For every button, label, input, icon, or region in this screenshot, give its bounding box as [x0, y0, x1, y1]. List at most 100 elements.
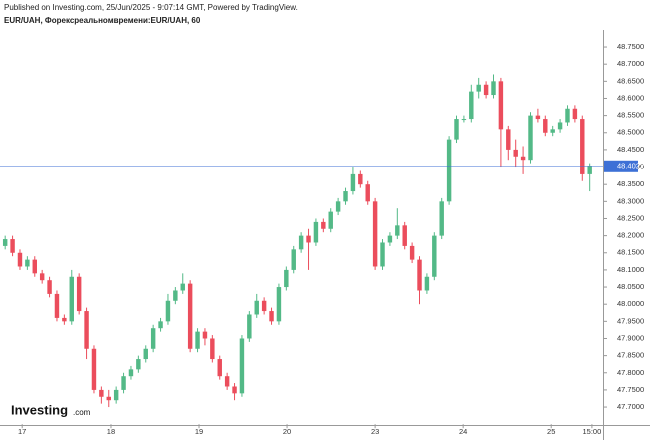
candle-body — [446, 139, 452, 202]
candle-body — [543, 119, 548, 133]
candle-body — [580, 119, 585, 174]
y-tick-label: 48.3000 — [617, 196, 644, 205]
candle-body — [520, 156, 526, 161]
x-tick-label: 18 — [107, 427, 115, 436]
candle-body — [372, 201, 378, 267]
y-tick-label: 48.3500 — [617, 179, 644, 188]
candle-body — [17, 252, 23, 267]
candle-body — [180, 283, 185, 291]
candle-body — [343, 191, 348, 202]
candle-body — [202, 331, 208, 339]
y-tick-label: 48.5000 — [617, 128, 644, 137]
published-note: Published on Investing.com, 25/Jun/2025 … — [4, 3, 298, 12]
candle-body — [550, 129, 555, 133]
candle-body — [513, 149, 518, 157]
y-tick-label: 48.2500 — [617, 213, 644, 222]
candle-body — [195, 331, 200, 349]
candle-body — [76, 276, 82, 312]
candle-body — [284, 269, 289, 288]
candle-body — [158, 321, 163, 329]
y-tick-label: 48.5500 — [617, 111, 644, 120]
y-tick-label: 48.2000 — [617, 231, 644, 240]
candle-body — [350, 173, 356, 192]
y-tick-label: 48.1500 — [617, 248, 644, 257]
candle-body — [62, 317, 67, 322]
candle-body — [47, 280, 52, 294]
x-tick-label: 20 — [283, 427, 291, 436]
candle-body — [106, 396, 111, 401]
y-tick-label: 48.6500 — [617, 76, 644, 85]
candle-body — [506, 129, 511, 150]
candle-body — [32, 259, 37, 274]
candle-body — [121, 376, 126, 390]
candle-body — [69, 276, 74, 322]
candle-body — [380, 242, 385, 267]
last-price-box — [604, 160, 638, 172]
candle-body — [417, 259, 422, 291]
candle-body — [557, 122, 563, 130]
candle-body — [217, 359, 222, 377]
logo-suffix: .com — [73, 408, 91, 417]
candle-body — [306, 235, 311, 243]
candle-body — [483, 84, 489, 96]
candle-body — [187, 283, 193, 349]
candle-body — [328, 211, 333, 229]
candle-body — [387, 235, 393, 243]
x-tick-label: 24 — [459, 427, 467, 436]
candle-body — [402, 225, 407, 246]
y-tick-label: 47.9000 — [617, 333, 644, 342]
candle-body — [254, 300, 259, 315]
y-tick-label: 47.8500 — [617, 351, 644, 360]
candle-body — [298, 235, 304, 250]
candle-body — [409, 245, 415, 260]
logo: Investing — [11, 402, 68, 417]
candle-body — [224, 376, 230, 387]
candle-body — [424, 276, 430, 291]
candle-body — [210, 338, 215, 360]
x-tick-label: 19 — [195, 427, 203, 436]
candle-body — [150, 328, 156, 349]
x-tick-label: 15:00 — [583, 427, 602, 436]
candle-body — [454, 119, 459, 140]
candle-body — [10, 239, 15, 253]
last-price-label: 48.4022 — [617, 161, 644, 170]
candle-body — [335, 201, 341, 212]
candle-body — [261, 300, 267, 312]
y-tick-label: 47.9500 — [617, 316, 644, 325]
candle-body — [572, 108, 578, 120]
candle-body — [99, 389, 104, 397]
candle-body — [476, 84, 481, 92]
candle-body — [165, 300, 171, 322]
candle-body — [136, 359, 141, 370]
candle-body — [528, 115, 533, 161]
candle-body — [113, 389, 119, 401]
candle-body — [565, 108, 570, 123]
candle-body — [239, 338, 245, 394]
x-tick-label: 23 — [371, 427, 379, 436]
candle-body — [84, 311, 89, 349]
candle-body — [491, 81, 496, 96]
candle-body — [276, 287, 282, 322]
candle-body — [291, 249, 296, 270]
y-tick-label: 48.4500 — [617, 145, 644, 154]
candle-body — [39, 273, 45, 281]
candle-body — [439, 201, 444, 236]
y-tick-label: 48.6000 — [617, 93, 644, 102]
y-tick-label: 47.8000 — [617, 368, 644, 377]
candle-body — [469, 91, 474, 120]
x-tick-label: 25 — [547, 427, 555, 436]
y-tick-label: 48.0000 — [617, 299, 644, 308]
candle-body — [365, 184, 370, 202]
x-tick-label: 17 — [18, 427, 26, 436]
candle-body — [91, 348, 97, 390]
symbol-title: EUR/UAH, Форексреальномвремени:EUR/UAH, … — [4, 16, 201, 25]
candle-body — [232, 386, 237, 394]
y-tick-label: 48.0500 — [617, 282, 644, 291]
candle-body — [269, 311, 274, 322]
candle-body — [313, 221, 319, 243]
candle-body — [395, 225, 400, 236]
candle-body — [358, 173, 363, 185]
candle-body — [535, 115, 541, 120]
y-tick-label: 48.7000 — [617, 59, 644, 68]
